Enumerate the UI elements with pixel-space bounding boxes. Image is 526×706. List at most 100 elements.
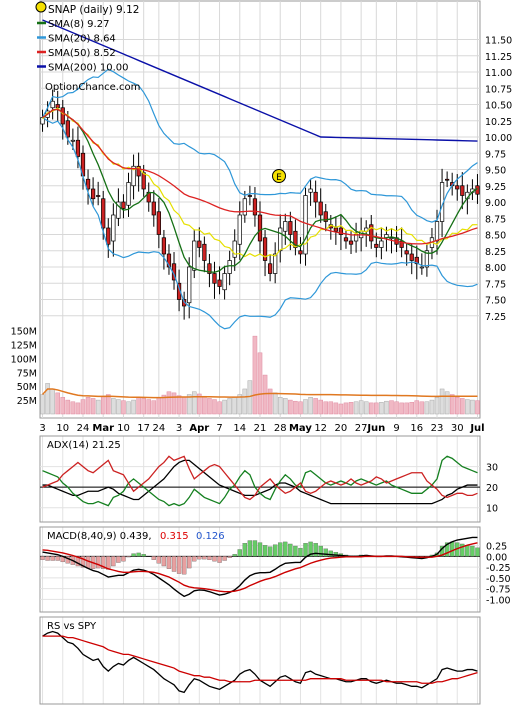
volume-bar — [348, 402, 354, 415]
price-tick-label: 9.00 — [485, 198, 506, 209]
price-tick-label: 9.75 — [485, 149, 506, 160]
earnings-marker: E — [272, 169, 286, 183]
candle-body — [247, 195, 253, 197]
volume-bar — [338, 403, 344, 415]
candle-body — [166, 253, 172, 268]
volume-bar — [212, 399, 217, 415]
macd-histogram-bar — [116, 556, 121, 563]
bollinger-lower-line — [42, 116, 478, 330]
volume-bar — [394, 401, 399, 415]
volume-bar — [313, 398, 318, 415]
volume-bar — [257, 352, 263, 415]
candle-body — [262, 237, 268, 261]
macd-histogram-bar — [283, 541, 288, 557]
candle-body — [298, 250, 303, 255]
panel-tick-label: 0.00 — [486, 552, 507, 563]
volume-bar — [470, 399, 475, 415]
macd-histogram-bar — [470, 545, 475, 557]
macd-histogram-value: 0.126 — [196, 531, 225, 542]
x-tick-label: 14 — [233, 423, 246, 434]
x-tick-label: 30 — [451, 423, 464, 434]
candle-body — [414, 256, 419, 265]
macd-histogram-bar — [288, 543, 293, 557]
candle-body — [308, 188, 313, 193]
volume-bar — [106, 394, 111, 415]
adx-series-line — [42, 455, 478, 501]
panel-tick-label: 0.25 — [486, 542, 507, 553]
candle-body — [161, 237, 167, 255]
macd-histogram-bar — [101, 556, 106, 569]
candle-body — [202, 243, 207, 261]
candle-body — [75, 139, 81, 157]
macd-histogram-bar — [141, 554, 146, 557]
macd-histogram-bar — [217, 556, 222, 563]
candle-body — [348, 240, 354, 245]
legend-label: SMA(20) 8.64 — [48, 34, 116, 45]
price-tick-label: 10.50 — [485, 101, 512, 112]
candle-body — [338, 227, 344, 235]
candle-body — [318, 201, 323, 216]
price-tick-label: 11.50 — [485, 36, 512, 47]
volume-bar — [439, 388, 445, 415]
volume-bar — [70, 401, 76, 415]
macd-histogram-bar — [303, 543, 308, 557]
macd-histogram-bar — [212, 556, 217, 562]
macd-histogram-bar — [131, 553, 136, 557]
x-tick-label: Apr — [189, 423, 209, 434]
macd-histogram-bar — [247, 540, 253, 557]
volume-bar — [40, 394, 45, 415]
volume-bar — [449, 394, 455, 415]
price-moving-averages — [41, 19, 478, 330]
watermark: OptionChance.com — [45, 82, 140, 93]
volume-bar — [399, 402, 404, 415]
macd-histogram-bar — [55, 556, 60, 561]
candle-body — [136, 165, 141, 177]
price-tick-label: 7.75 — [485, 279, 506, 290]
volume-bar — [131, 399, 136, 415]
volume-bar — [217, 401, 222, 415]
macd-panel: 0.250.00-0.25-0.50-0.75-1.00 — [39, 526, 511, 613]
macd-histogram-bar — [151, 556, 156, 560]
candle-body — [156, 211, 161, 235]
adx-title: ADX(14) 21.25 — [47, 440, 121, 451]
x-tick-label: 3 — [39, 423, 45, 434]
macd-histogram-bar — [308, 541, 313, 557]
x-tick-label: 21 — [254, 423, 267, 434]
volume-bar — [116, 399, 121, 415]
volume-y-axis: 150M 125M 100M 75M 50M 25M — [11, 327, 37, 408]
volume-bar — [166, 391, 172, 415]
candle-body — [227, 260, 232, 274]
panel-tick-label: 10 — [486, 504, 498, 515]
volume-bar — [414, 400, 420, 415]
macd-histogram-bar — [242, 543, 248, 557]
candle-body — [313, 191, 318, 203]
legend-label: SMA(8) 9.27 — [48, 19, 109, 30]
macd-value: 0.439 — [120, 531, 149, 542]
volume-tick-label: 75M — [17, 368, 37, 379]
candle-body — [121, 201, 126, 209]
candle-body — [60, 107, 65, 125]
panel-frame — [39, 616, 481, 705]
volume-bar — [247, 380, 253, 415]
macd-histogram-bar — [227, 556, 232, 558]
candle-body — [374, 243, 379, 248]
macd-histogram-bar — [192, 556, 197, 562]
candle-body — [131, 165, 136, 187]
macd-histogram-bar — [460, 543, 465, 557]
macd-histogram-bar — [111, 556, 116, 567]
volume-bar — [100, 395, 106, 415]
volume-bar — [368, 402, 374, 415]
volume-bar — [434, 397, 440, 415]
macd-histogram-bar — [156, 556, 162, 564]
price-tick-label: 8.75 — [485, 214, 506, 225]
volume-bar — [288, 399, 293, 415]
price-tick-label: 9.25 — [485, 182, 506, 193]
volume-bar — [283, 398, 288, 415]
macd-histogram-bar — [171, 556, 177, 572]
candle-body — [242, 198, 247, 216]
volume-bar — [429, 399, 435, 415]
legend-label: SMA(200) 10.00 — [48, 63, 129, 74]
volume-bar — [252, 335, 258, 415]
